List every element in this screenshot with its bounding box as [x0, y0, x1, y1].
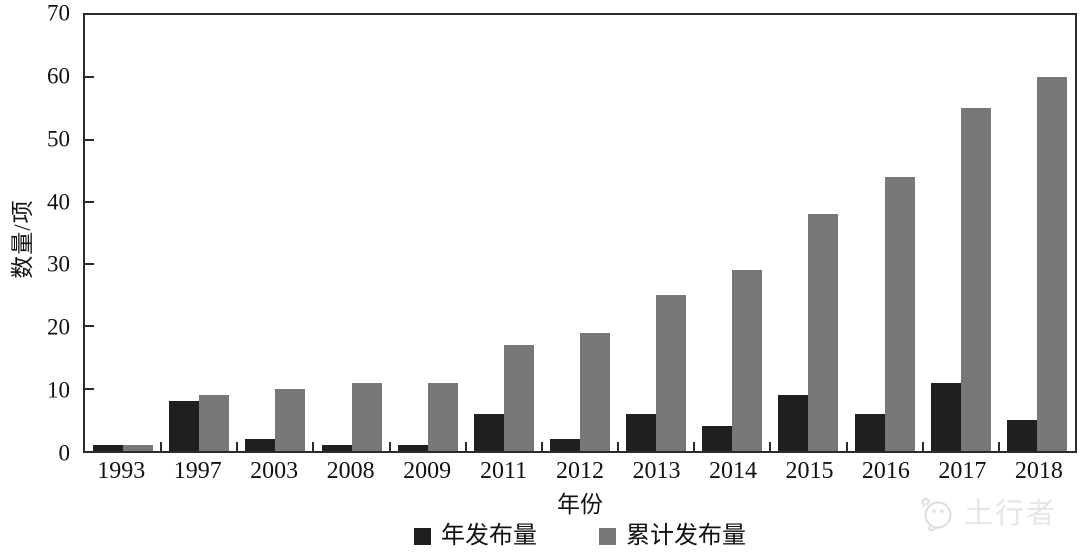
- x-tick-label: 2018: [1014, 458, 1063, 484]
- bar-group: [237, 15, 313, 451]
- y-tick: [85, 76, 94, 79]
- x-tick-label: 2008: [326, 458, 375, 484]
- x-tick: [388, 442, 391, 451]
- bar-group: [161, 15, 237, 451]
- x-tick-label: 1997: [173, 458, 222, 484]
- x-tick-label: 2003: [250, 458, 299, 484]
- x-tick-label: 2013: [632, 458, 681, 484]
- y-tick-label: 10: [47, 377, 70, 403]
- bar-annual: [321, 444, 352, 451]
- bar-group: [847, 15, 923, 451]
- bar-cumulative: [351, 382, 382, 451]
- x-tick-label: 2017: [938, 458, 987, 484]
- y-tick-label: 30: [47, 251, 70, 277]
- bar-annual: [245, 438, 276, 451]
- y-tick: [85, 263, 94, 266]
- bar-group: [466, 15, 542, 451]
- x-tick: [236, 442, 239, 451]
- y-tick: [85, 200, 94, 203]
- bar-annual: [778, 394, 809, 451]
- legend-marker: [599, 527, 616, 545]
- y-tick: [85, 138, 94, 141]
- x-axis-title: 年份: [557, 492, 603, 517]
- bar-annual: [626, 413, 657, 451]
- bar-annual: [169, 401, 200, 451]
- bar-group: [923, 15, 999, 451]
- bar-cumulative: [123, 444, 154, 451]
- y-tick-label: 40: [47, 189, 70, 215]
- bar-cumulative: [1036, 77, 1067, 451]
- x-tick-label: 2009: [403, 458, 452, 484]
- x-tick-label: 2014: [708, 458, 757, 484]
- bar-cumulative: [960, 108, 991, 451]
- y-tick: [85, 387, 94, 390]
- x-tick: [921, 442, 924, 451]
- bar-group: [542, 15, 618, 451]
- bar-cumulative: [199, 394, 230, 451]
- plot-area: [83, 13, 1077, 453]
- bar-cumulative: [427, 382, 458, 451]
- bar-annual: [550, 438, 581, 451]
- bar-cumulative: [656, 295, 687, 451]
- y-tick-label: 50: [47, 126, 70, 152]
- bar-annual: [93, 444, 124, 451]
- bar-group: [770, 15, 846, 451]
- x-tick: [160, 442, 163, 451]
- x-tick-label: 2015: [785, 458, 834, 484]
- y-tick: [85, 325, 94, 328]
- y-tick-label: 60: [47, 63, 70, 89]
- bar-annual: [473, 413, 504, 451]
- legend: 年发布量 累计发布量: [83, 524, 1077, 548]
- bar-group: [390, 15, 466, 451]
- legend-label: 年发布量: [441, 523, 537, 549]
- legend-marker: [414, 527, 431, 545]
- bar-group: [618, 15, 694, 451]
- bar-cumulative: [732, 270, 763, 451]
- bar-group: [999, 15, 1075, 451]
- bar-cumulative: [275, 388, 306, 451]
- bar-annual: [702, 426, 733, 451]
- bar-annual: [854, 413, 885, 451]
- y-tick-label: 70: [47, 0, 70, 26]
- bar-group: [313, 15, 389, 451]
- x-tick: [997, 442, 1000, 451]
- x-tick-label: 1993: [97, 458, 146, 484]
- bar-cumulative: [884, 176, 915, 451]
- bar-cumulative: [503, 345, 534, 451]
- bar-annual: [397, 444, 428, 451]
- x-axis-tick-labels: 1993 1997 2003 2008 2009 2011 2012 2013 2014 2015…: [83, 459, 1077, 483]
- legend-label: 累计发布量: [626, 523, 746, 549]
- bar-annual: [1006, 419, 1037, 451]
- x-tick: [693, 442, 696, 451]
- x-tick-label: 2012: [556, 458, 605, 484]
- x-tick: [464, 442, 467, 451]
- y-tick-label: 0: [58, 440, 71, 466]
- y-tick-label: 20: [47, 314, 70, 340]
- bar-groups: [85, 15, 1075, 451]
- bar-cumulative: [808, 214, 839, 451]
- bar-group: [85, 15, 161, 451]
- x-tick-label: 2011: [480, 458, 528, 484]
- x-tick: [617, 442, 620, 451]
- x-tick: [845, 442, 848, 451]
- bar-annual: [930, 382, 961, 451]
- x-tick: [540, 442, 543, 451]
- legend-item-cumulative: 累计发布量: [599, 524, 746, 548]
- bar-group: [694, 15, 770, 451]
- x-tick: [769, 442, 772, 451]
- y-axis-tick-labels: 0 10 20 30 40 50 60 70: [0, 2, 70, 465]
- x-tick: [312, 442, 315, 451]
- x-tick-label: 2016: [861, 458, 910, 484]
- legend-item-annual: 年发布量: [414, 524, 537, 548]
- bar-cumulative: [580, 332, 611, 451]
